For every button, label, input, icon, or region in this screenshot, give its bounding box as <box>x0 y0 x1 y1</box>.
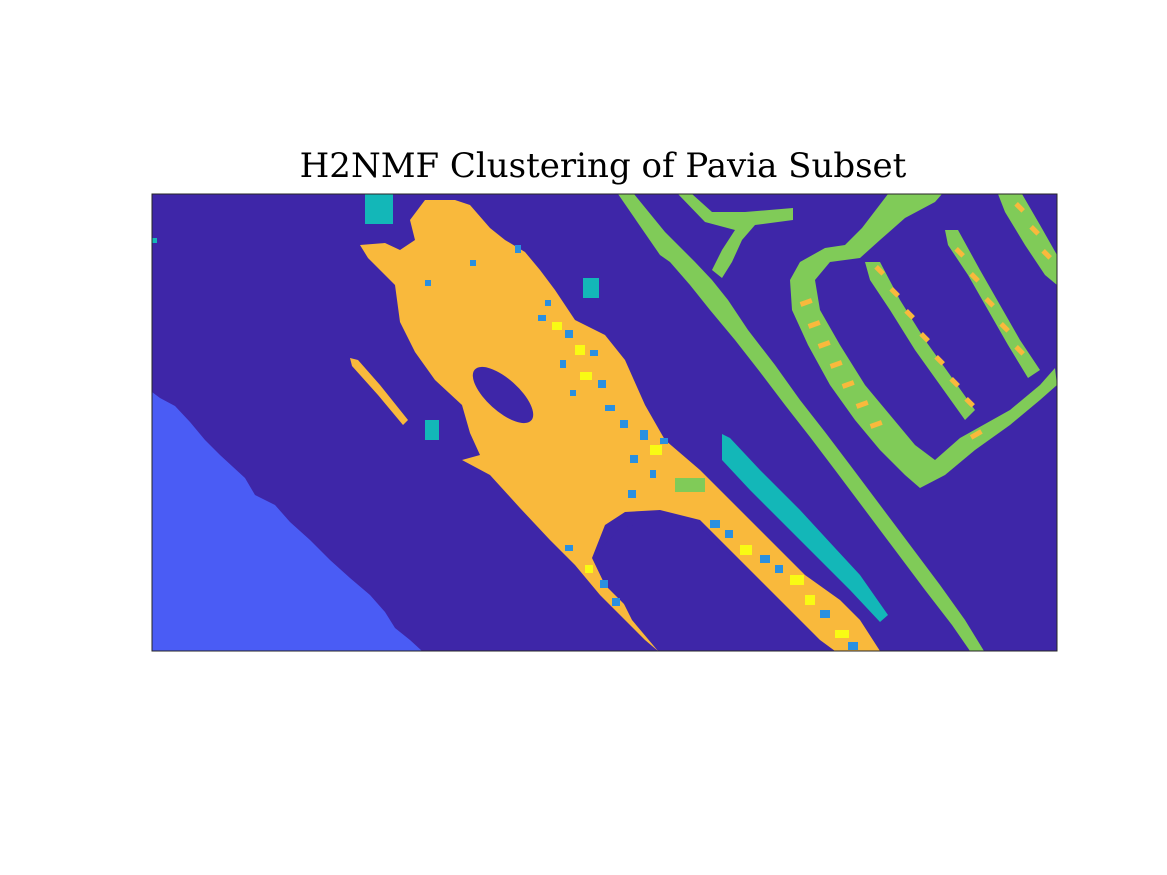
cluster-region-teal-small <box>583 278 599 298</box>
cluster-region-green-loop <box>790 194 1057 488</box>
cluster-region-green-stripe-2 <box>998 194 1057 285</box>
cluster-region-teal-dot <box>152 238 157 243</box>
cluster-region-orange-strip <box>350 358 408 425</box>
cluster-region-green-road <box>618 194 984 651</box>
cluster-region-orange-dashes <box>799 202 1052 440</box>
cluster-region-mixed <box>425 245 858 650</box>
cluster-region-teal-small-2 <box>425 420 439 440</box>
cluster-region-green-stripe-3 <box>865 262 975 420</box>
cluster-region-water <box>152 392 422 651</box>
cluster-region-notch <box>598 520 826 651</box>
cluster-region-green-branch <box>678 194 793 278</box>
cluster-region-teal-strip <box>722 434 888 622</box>
plot-frame <box>151 193 1058 652</box>
cluster-map <box>151 193 1058 652</box>
chart-title: H2NMF Clustering of Pavia Subset <box>300 146 907 186</box>
cluster-region-hole <box>472 366 534 424</box>
cluster-region-teal-top <box>365 194 393 224</box>
